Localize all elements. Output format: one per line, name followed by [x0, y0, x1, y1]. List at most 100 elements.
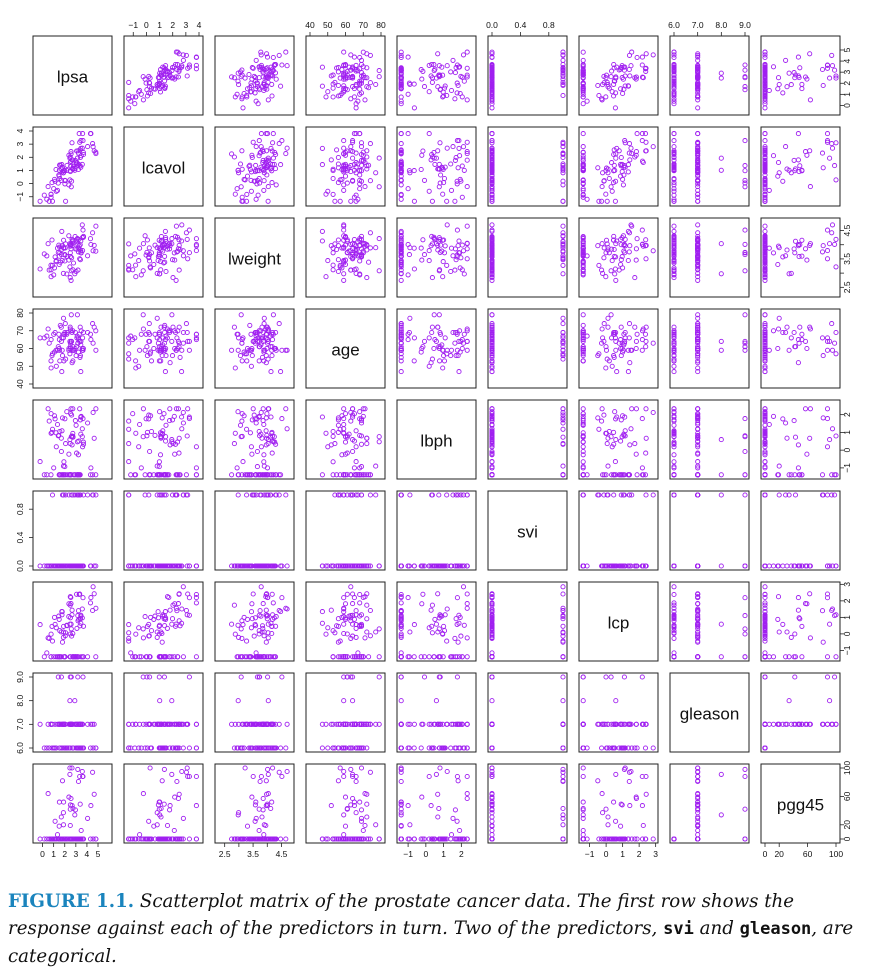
point — [671, 78, 677, 84]
point — [780, 90, 786, 96]
point — [671, 54, 677, 61]
point — [626, 230, 633, 236]
point — [432, 161, 438, 167]
point — [48, 411, 54, 417]
point — [256, 64, 262, 70]
point — [441, 358, 448, 364]
point — [357, 186, 363, 192]
point — [626, 150, 632, 156]
point — [231, 324, 237, 330]
point — [829, 426, 836, 432]
point — [64, 271, 70, 277]
point — [611, 151, 617, 158]
point — [323, 430, 329, 436]
point — [695, 87, 701, 94]
point — [269, 165, 275, 171]
point — [323, 274, 329, 280]
point — [64, 409, 70, 415]
point — [173, 223, 179, 229]
point — [348, 418, 354, 424]
point — [51, 272, 57, 278]
point — [819, 66, 826, 73]
point — [489, 187, 495, 193]
point — [560, 154, 566, 161]
point — [833, 177, 839, 183]
point — [398, 54, 404, 61]
point — [341, 233, 347, 239]
point — [48, 631, 54, 637]
point — [237, 69, 244, 75]
point — [824, 227, 831, 233]
point — [357, 167, 363, 173]
point — [62, 321, 68, 327]
point — [742, 67, 748, 73]
point — [79, 222, 85, 228]
point — [804, 257, 810, 263]
point — [144, 237, 150, 243]
point — [330, 175, 336, 182]
point — [232, 430, 238, 436]
point — [429, 275, 435, 281]
point — [48, 267, 54, 273]
panel-svi-lcp — [578, 490, 659, 571]
point — [156, 80, 162, 86]
point — [93, 347, 99, 353]
point — [742, 312, 748, 318]
point — [634, 236, 640, 242]
point — [68, 242, 74, 248]
point — [448, 187, 455, 193]
point — [489, 228, 495, 234]
point — [261, 80, 267, 86]
point — [261, 87, 267, 94]
point — [464, 338, 470, 344]
point — [248, 609, 255, 615]
point — [595, 165, 601, 171]
point — [429, 329, 435, 336]
point — [362, 184, 368, 190]
point — [250, 65, 256, 71]
point — [775, 173, 781, 179]
point — [824, 131, 831, 137]
point — [762, 84, 768, 90]
point — [627, 157, 633, 163]
point — [695, 472, 701, 478]
point — [742, 416, 748, 422]
point — [180, 420, 186, 426]
point — [133, 358, 139, 364]
point — [429, 241, 435, 247]
point — [824, 492, 831, 498]
point — [231, 602, 237, 608]
point — [61, 459, 67, 465]
point — [775, 345, 781, 352]
point — [249, 353, 255, 359]
point — [137, 347, 143, 353]
point — [695, 90, 701, 96]
point — [762, 73, 768, 79]
point — [350, 255, 356, 261]
point — [179, 606, 185, 612]
point — [633, 76, 639, 82]
point — [353, 459, 359, 465]
point — [342, 411, 349, 417]
point — [398, 162, 404, 168]
point — [350, 448, 356, 455]
point — [560, 241, 566, 247]
point — [632, 441, 638, 447]
point — [258, 52, 264, 58]
point — [193, 236, 199, 242]
point — [70, 260, 77, 266]
point — [366, 162, 372, 168]
point — [489, 277, 495, 283]
point — [341, 151, 347, 157]
point — [126, 356, 132, 362]
point — [53, 166, 59, 173]
point — [671, 165, 677, 171]
point — [429, 79, 435, 85]
point — [325, 444, 331, 450]
point — [249, 65, 255, 71]
point — [62, 258, 68, 264]
point — [671, 492, 677, 498]
point — [235, 347, 241, 353]
point — [464, 256, 470, 262]
point — [419, 257, 425, 263]
